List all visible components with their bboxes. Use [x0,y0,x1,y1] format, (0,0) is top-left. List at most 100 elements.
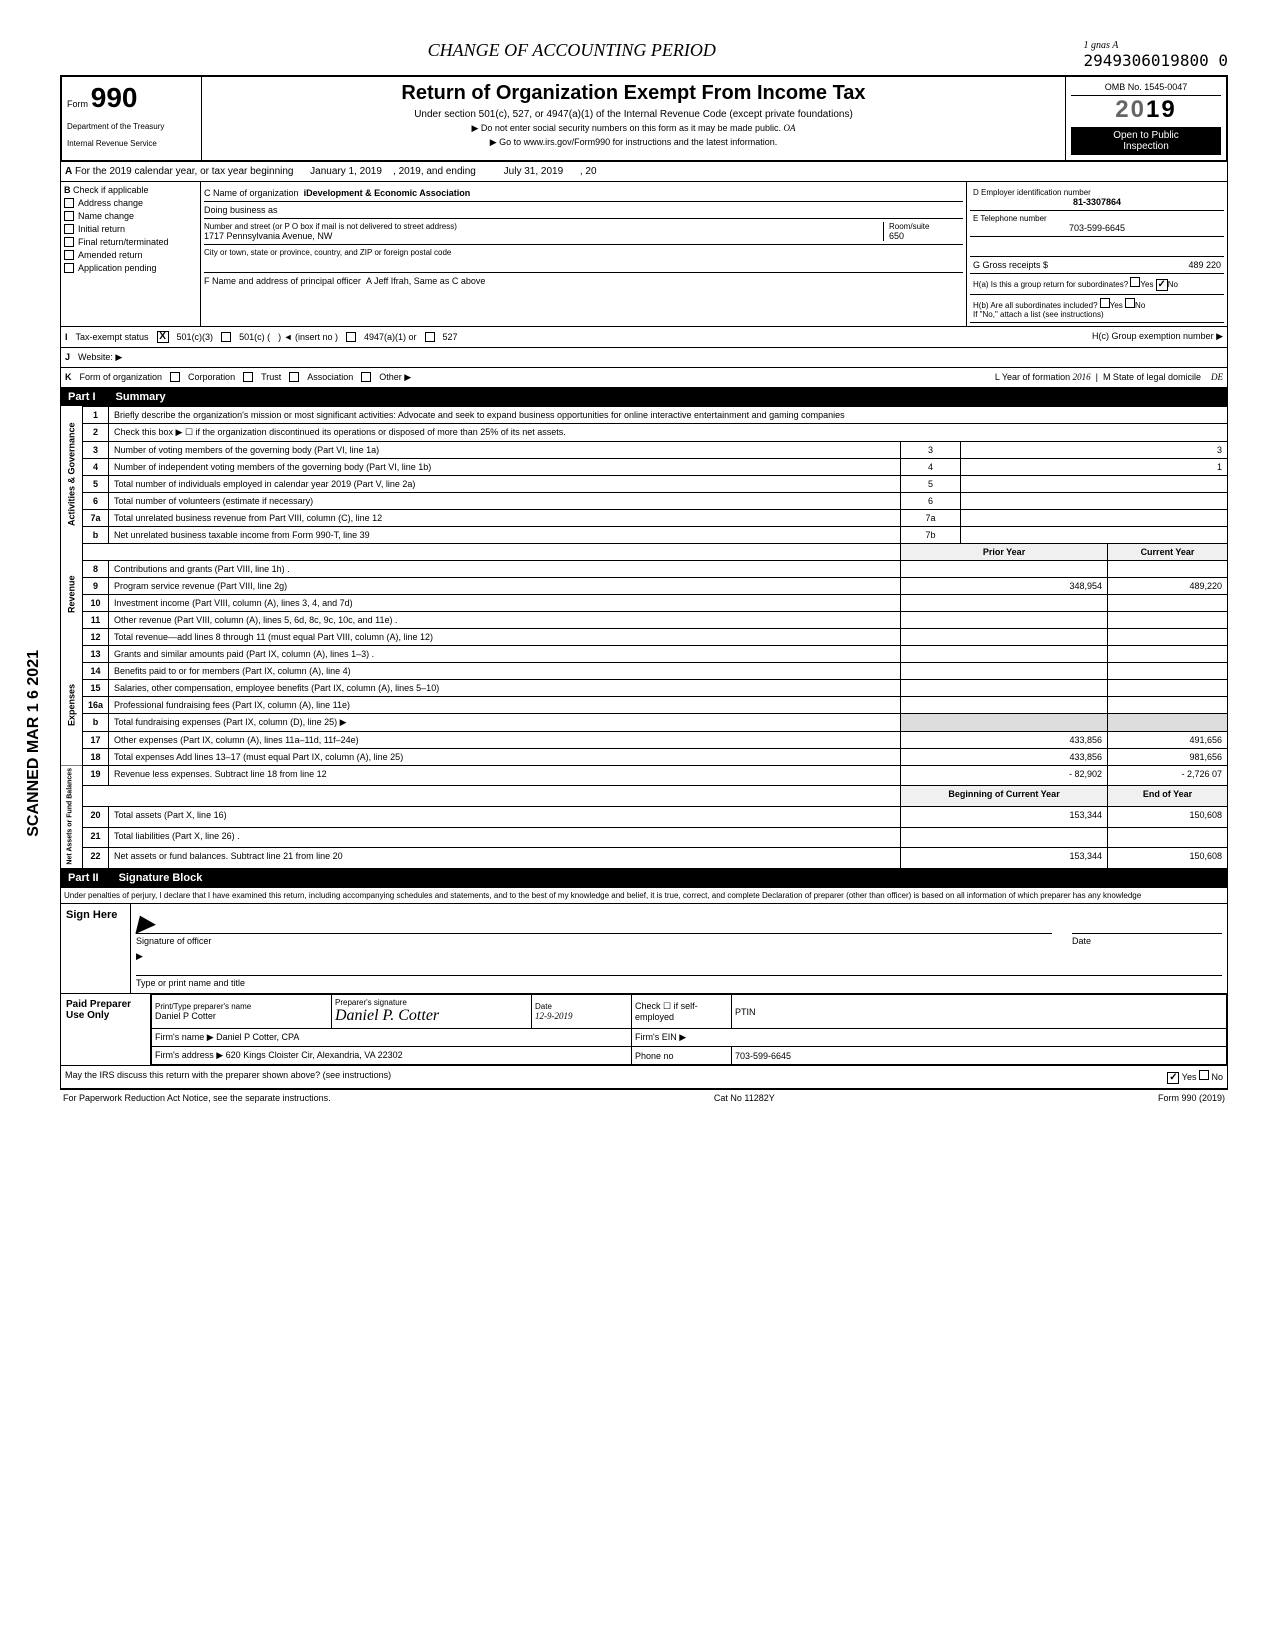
line1-text: Briefly describe the organization's miss… [109,406,1228,423]
corp-checkbox[interactable] [170,372,180,382]
line9-text: Program service revenue (Part VIII, line… [109,577,901,594]
line10-prior [901,594,1108,611]
4947-checkbox[interactable] [346,332,356,342]
revenue-label: Revenue [61,543,83,645]
omb-box: OMB No. 1545-0047 2019 Open to Public In… [1066,77,1226,160]
preparer-sig-label: Preparer's signature [335,998,528,1007]
line8-text: Contributions and grants (Part VIII, lin… [109,560,901,577]
line6-text: Total number of volunteers (estimate if … [109,492,901,509]
form-number-box: Form 990 Department of the Treasury Inte… [62,77,202,160]
line12-num: 12 [83,628,109,645]
line13-current [1108,645,1228,662]
opt-insert: ) ◄ (insert no ) [278,332,338,342]
declaration-text: Under penalties of perjury, I declare th… [61,888,1227,904]
ein-value: 81-3307864 [973,197,1221,207]
501c-checkbox[interactable] [221,332,231,342]
trust-checkbox[interactable] [243,372,253,382]
ha-yes-checkbox[interactable] [1130,277,1140,287]
type-name-line: ▶ [136,951,1222,976]
line9-current: 489,220 [1108,577,1228,594]
ha-label: H(a) Is this a group return for subordin… [973,280,1128,289]
form-header: Form 990 Department of the Treasury Inte… [60,75,1228,162]
line14-num: 14 [83,662,109,679]
line18-current: 981,656 [1108,748,1228,765]
hb-no-checkbox[interactable] [1125,298,1135,308]
i-label: Tax-exempt status [76,332,149,342]
discuss-no-checkbox[interactable] [1199,1070,1209,1080]
line14-current [1108,662,1228,679]
line13-num: 13 [83,645,109,662]
opt-501c: 501(c) ( [239,332,270,342]
state-domicile: DE [1211,372,1223,382]
app-pending-label: Application pending [78,263,157,273]
initial-return-checkbox[interactable] [64,224,74,234]
footer: For Paperwork Reduction Act Notice, see … [60,1089,1228,1106]
f-label: F Name and address of principal officer [204,276,361,286]
section-a-text: For the 2019 calendar year, or tax year … [75,166,293,177]
line16a-num: 16a [83,696,109,713]
firm-address-label: Firm's address ▶ [155,1050,223,1060]
street-value: 1717 Pennsylvania Avenue, NW [204,231,883,241]
final-return-checkbox[interactable] [64,237,74,247]
line7a-text: Total unrelated business revenue from Pa… [109,509,901,526]
line20-prior: 153,344 [901,806,1108,827]
501c3-checkbox[interactable]: X [157,331,169,343]
section-b-checkboxes: B Check if applicable Address change Nam… [61,182,201,326]
ptin-label: PTIN [732,995,1227,1029]
line21-num: 21 [83,827,109,848]
hb-yes-checkbox[interactable] [1100,298,1110,308]
amended-return-checkbox[interactable] [64,250,74,260]
check-if-self-employed: Check ☐ if self-employed [632,995,732,1029]
line10-text: Investment income (Part VIII, column (A)… [109,594,901,611]
line16a-prior [901,696,1108,713]
assoc-checkbox[interactable] [289,372,299,382]
form-body: A For the 2019 calendar year, or tax yea… [60,162,1228,388]
line3-text: Number of voting members of the governin… [109,441,901,458]
inspection-text: Inspection [1074,141,1218,152]
line7a-num: 7a [83,509,109,526]
name-change-checkbox[interactable] [64,211,74,221]
line1-num: 1 [83,406,109,423]
hb-note: If "No," attach a list (see instructions… [973,310,1221,319]
line15-prior [901,679,1108,696]
date-label: Date [1072,936,1222,946]
line5-num: 5 [83,475,109,492]
line8-current [1108,560,1228,577]
discuss-yes-checkbox[interactable]: ✓ [1167,1072,1179,1084]
line7a-box: 7a [901,509,961,526]
app-pending-checkbox[interactable] [64,263,74,273]
hb-no: No [1135,301,1145,310]
dba-label: Doing business as [204,202,963,219]
dept-irs: Internal Revenue Service [67,139,196,148]
opt-4947: 4947(a)(1) or [364,332,417,342]
line16b-num: b [83,713,109,731]
g-label: G Gross receipts $ [973,260,1048,270]
trust-label: Trust [261,372,281,382]
form-label: Form [67,99,88,109]
hc-label: H(c) Group exemption number ▶ [1092,331,1223,342]
preparer-date-label: Date [535,1002,628,1011]
discuss-no-label: No [1211,1072,1223,1082]
address-change-checkbox[interactable] [64,198,74,208]
line3-box: 3 [901,441,961,458]
line7b-box: 7b [901,526,961,543]
firm-ein-label: Firm's EIN ▶ [632,1029,1227,1047]
ha-no-checkbox[interactable]: ✓ [1156,279,1168,291]
k-label: Form of organization [80,372,163,382]
line22-text: Net assets or fund balances. Subtract li… [109,848,901,869]
ha-no: No [1168,280,1178,289]
line12-text: Total revenue—add lines 8 through 11 (mu… [109,628,901,645]
j-label: Website: ▶ [78,352,122,363]
line20-text: Total assets (Part X, line 16) [109,806,901,827]
line6-box: 6 [901,492,961,509]
opt-501c3: 501(c)(3) [177,332,214,342]
subtitle: Under section 501(c), 527, or 4947(a)(1)… [207,109,1060,120]
final-return-label: Final return/terminated [78,237,169,247]
preparer-date: 12-9-2019 [535,1011,628,1021]
line19-current: - 2,726 07 [1108,765,1228,786]
other-checkbox[interactable] [361,372,371,382]
527-checkbox[interactable] [425,332,435,342]
line16b-current [1108,713,1228,731]
sign-here-label: Sign Here [61,904,131,993]
governance-label: Activities & Governance [61,406,83,543]
